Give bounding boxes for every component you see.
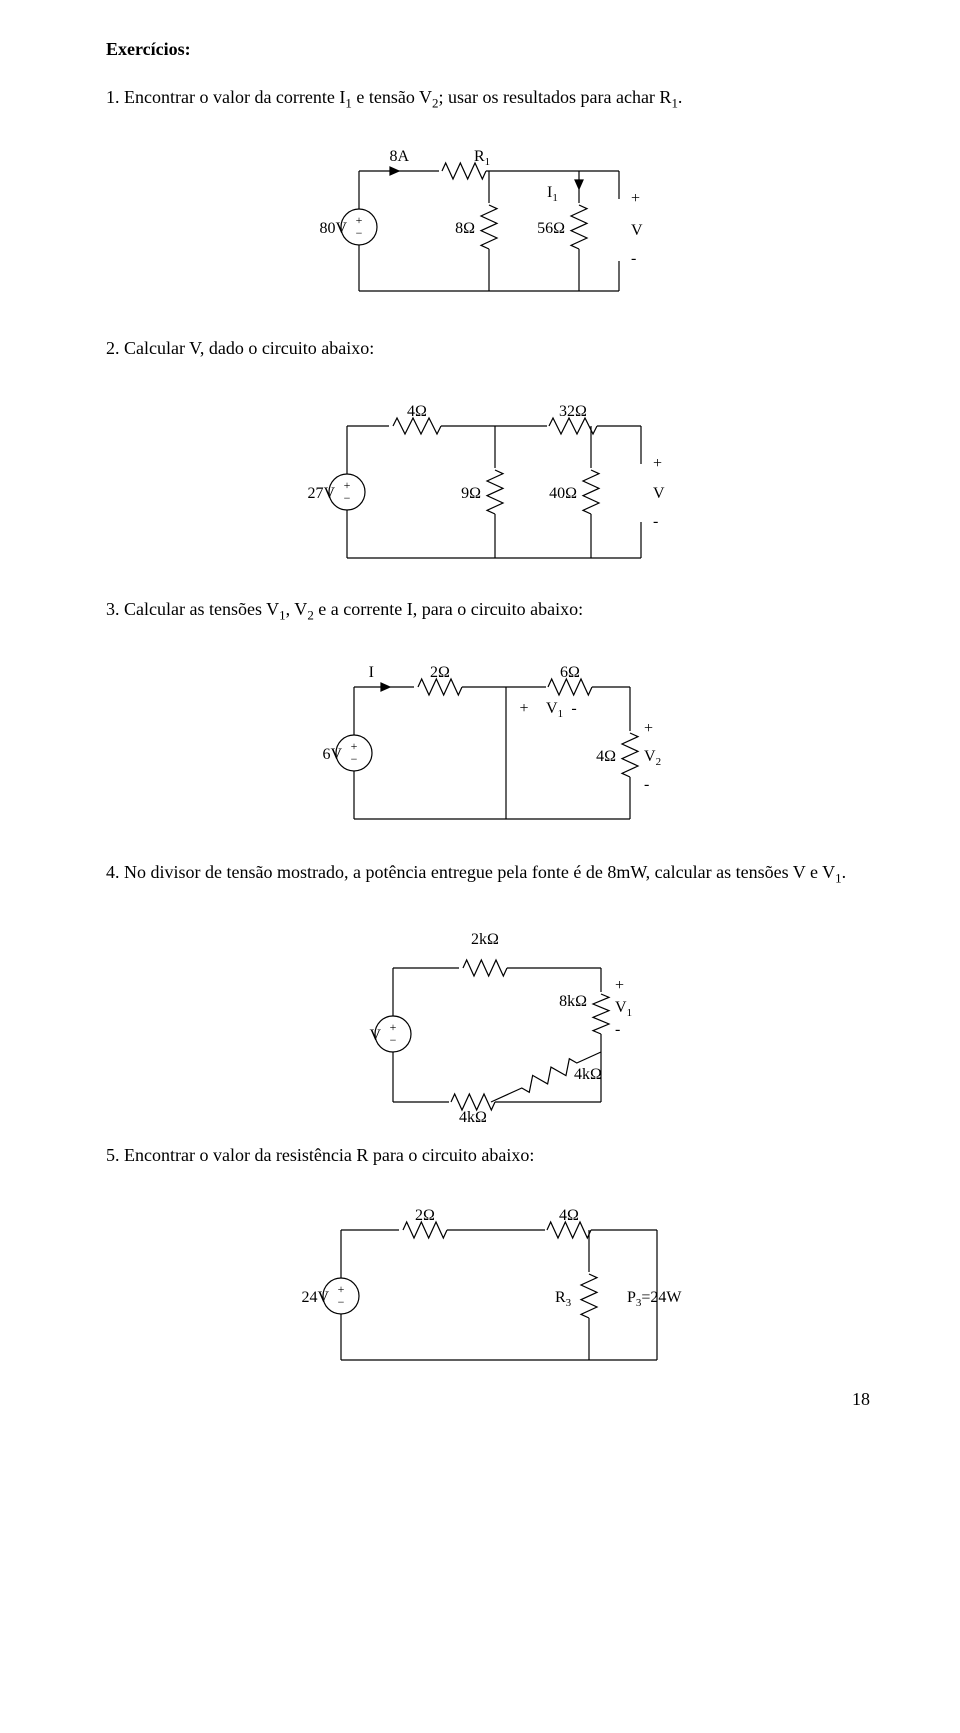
svg-text:4kΩ: 4kΩ xyxy=(574,1066,602,1083)
svg-text:V2: V2 xyxy=(644,748,661,768)
svg-text:4Ω: 4Ω xyxy=(596,748,616,765)
circuit-3: I2Ω6Ω+−6V+V1-4Ω+V2- xyxy=(274,643,704,853)
circuit-1: 8AR1+−80V8ΩI156Ω+V- xyxy=(279,131,699,331)
item-1: 1. Encontrar o valor da corrente I1 e te… xyxy=(106,84,872,113)
svg-text:8Ω: 8Ω xyxy=(455,220,475,237)
item-2: 2. Calcular V, dado o circuito abaixo: xyxy=(106,335,872,361)
svg-text:I: I xyxy=(369,664,374,681)
t: e tensão V xyxy=(352,87,432,107)
item-5-num: 5. xyxy=(106,1145,120,1165)
svg-text:8A: 8A xyxy=(389,148,409,165)
svg-text:+: + xyxy=(338,1282,345,1296)
svg-text:4Ω: 4Ω xyxy=(559,1207,579,1224)
item-1-text: Encontrar o valor da corrente I1 e tensã… xyxy=(124,87,682,107)
svg-text:2kΩ: 2kΩ xyxy=(471,931,499,948)
page-number: 18 xyxy=(852,1386,870,1412)
item-3: 3. Calcular as tensões V1, V2 e a corren… xyxy=(106,596,872,625)
svg-text:4kΩ: 4kΩ xyxy=(459,1109,487,1126)
svg-text:24V: 24V xyxy=(301,1289,329,1306)
circuit-1-wrap: 8AR1+−80V8ΩI156Ω+V- xyxy=(106,131,872,331)
circuit-5-wrap: 2Ω 4Ω +−24V R3 P3=24W xyxy=(106,1186,872,1386)
page: Exercícios: 1. Encontrar o valor da corr… xyxy=(0,0,960,1386)
svg-text:+: + xyxy=(344,478,351,492)
item-2-num: 2. xyxy=(106,338,120,358)
svg-text:40Ω: 40Ω xyxy=(549,485,577,502)
svg-text:+: + xyxy=(615,977,624,994)
svg-text:+: + xyxy=(644,720,653,737)
svg-text:9Ω: 9Ω xyxy=(461,485,481,502)
svg-text:−: − xyxy=(356,226,363,240)
svg-text:+: + xyxy=(356,213,363,227)
circuit-3-wrap: I2Ω6Ω+−6V+V1-4Ω+V2- xyxy=(106,643,872,853)
t: , V xyxy=(286,599,308,619)
t: e a corrente I, para o circuito abaixo: xyxy=(314,599,583,619)
t: Calcular as tensões V xyxy=(124,599,279,619)
svg-text:V: V xyxy=(653,485,665,502)
svg-text:+: + xyxy=(351,739,358,753)
item-5-text: Encontrar o valor da resistência R para … xyxy=(124,1145,534,1165)
t: ; usar os resultados para achar R xyxy=(439,87,672,107)
svg-text:56Ω: 56Ω xyxy=(537,220,565,237)
svg-text:V1: V1 xyxy=(615,999,632,1019)
item-1-num: 1. xyxy=(106,87,120,107)
item-4-num: 4. xyxy=(106,862,120,882)
svg-text:P3=24W: P3=24W xyxy=(627,1289,682,1309)
svg-text:2Ω: 2Ω xyxy=(415,1207,435,1224)
heading: Exercícios: xyxy=(106,36,872,62)
svg-text:-: - xyxy=(615,1021,620,1038)
svg-text:8kΩ: 8kΩ xyxy=(559,993,587,1010)
circuit-2: 4Ω32Ω+−27V9Ω40Ω+V- xyxy=(269,380,709,590)
svg-text:4Ω: 4Ω xyxy=(407,403,427,420)
svg-text:-: - xyxy=(653,513,658,530)
item-4-text: No divisor de tensão mostrado, a potênci… xyxy=(124,862,846,882)
svg-text:I1: I1 xyxy=(547,184,558,204)
t: Encontrar o valor da corrente I xyxy=(124,87,345,107)
item-3-text: Calcular as tensões V1, V2 e a corrente … xyxy=(124,599,583,619)
svg-text:32Ω: 32Ω xyxy=(559,403,587,420)
svg-text:-: - xyxy=(644,776,649,793)
svg-text:−: − xyxy=(338,1295,345,1309)
svg-text:−: − xyxy=(344,491,351,505)
item-3-num: 3. xyxy=(106,599,120,619)
svg-text:-: - xyxy=(631,250,636,267)
svg-text:−: − xyxy=(390,1033,397,1047)
svg-text:+: + xyxy=(631,190,640,207)
svg-text:V1: V1 xyxy=(546,700,563,720)
svg-text:-: - xyxy=(571,700,576,717)
t: No divisor de tensão mostrado, a potênci… xyxy=(124,862,835,882)
svg-text:R3: R3 xyxy=(555,1289,572,1309)
circuit-4-wrap: 2kΩ+−V8kΩ4kΩ4kΩ+V1- xyxy=(106,906,872,1136)
svg-text:27V: 27V xyxy=(307,485,335,502)
svg-text:V: V xyxy=(631,222,643,239)
svg-text:−: − xyxy=(351,752,358,766)
svg-text:6V: 6V xyxy=(322,746,342,763)
circuit-2-wrap: 4Ω32Ω+−27V9Ω40Ω+V- xyxy=(106,380,872,590)
svg-text:80V: 80V xyxy=(319,220,347,237)
svg-text:+: + xyxy=(519,700,528,717)
svg-text:6Ω: 6Ω xyxy=(560,664,580,681)
circuit-5: 2Ω 4Ω +−24V R3 P3=24W xyxy=(259,1186,719,1386)
item-4: 4. No divisor de tensão mostrado, a potê… xyxy=(106,859,872,888)
svg-text:V: V xyxy=(369,1027,381,1044)
t: . xyxy=(678,87,683,107)
circuit-4: 2kΩ+−V8kΩ4kΩ4kΩ+V1- xyxy=(309,906,669,1136)
item-2-text: Calcular V, dado o circuito abaixo: xyxy=(124,338,374,358)
item-5: 5. Encontrar o valor da resistência R pa… xyxy=(106,1142,872,1168)
svg-text:+: + xyxy=(653,455,662,472)
svg-text:+: + xyxy=(390,1020,397,1034)
t: . xyxy=(842,862,847,882)
svg-text:2Ω: 2Ω xyxy=(430,664,450,681)
